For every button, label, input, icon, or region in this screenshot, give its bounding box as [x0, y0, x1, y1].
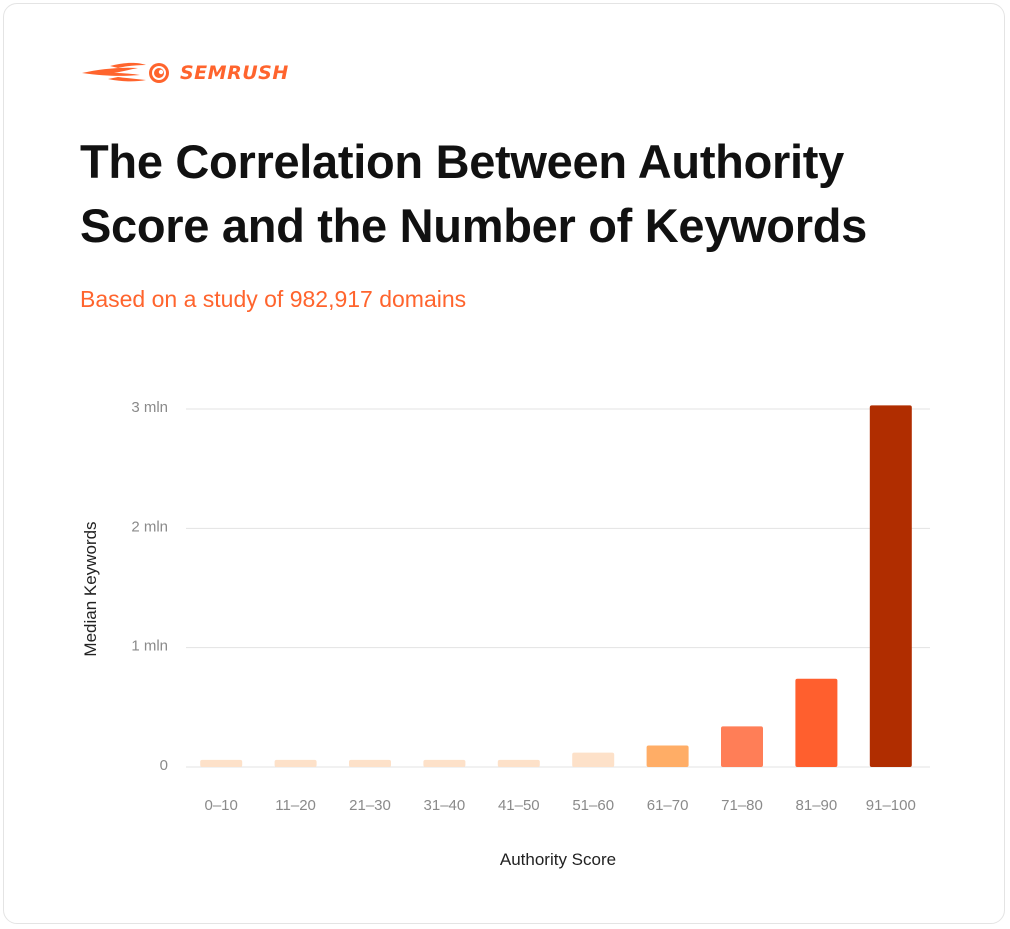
bars [200, 405, 912, 767]
y-tick-label: 0 [160, 757, 168, 774]
chart-title-line-1: The Correlation Between Authority [80, 135, 844, 188]
bar-91–100 [869, 405, 912, 767]
chart-title: The Correlation Between Authority Score … [80, 130, 960, 258]
x-tick-label: 31–40 [424, 797, 466, 814]
bar-21–30 [349, 759, 391, 767]
bar-51–60 [572, 752, 615, 767]
bar-71–80 [721, 726, 763, 767]
y-tick-label: 1 mln [131, 638, 168, 655]
x-tick-label: 61–70 [647, 797, 689, 814]
y-tick-labels: 0 1 mln 2 mln 3 mln [131, 399, 168, 774]
x-tick-label: 81–90 [796, 797, 838, 814]
x-tick-label: 21–30 [349, 797, 391, 814]
bar-0–10 [200, 759, 243, 767]
semrush-flame-icon [82, 62, 169, 83]
x-tick-label: 11–20 [275, 797, 316, 814]
bar-41–50 [497, 759, 540, 767]
x-tick-label: 91–100 [866, 797, 916, 814]
bar-11–20 [274, 759, 317, 767]
y-axis-title: Median Keywords [81, 521, 100, 656]
chart-card [3, 3, 1005, 924]
y-tick-label: 2 mln [131, 518, 168, 535]
x-tick-labels: 0–10 11–20 21–30 31–40 41–50 51–60 61–70 71–80 8… [205, 797, 916, 814]
brand-name: SEMRUSH [180, 62, 289, 84]
chart-subtitle: Based on a study of 982,917 domains [80, 286, 467, 312]
bar-31–40 [423, 759, 466, 767]
bar-61–70 [646, 745, 689, 767]
semrush-logo: SEMRUSH [80, 58, 289, 88]
y-tick-label: 3 mln [131, 399, 168, 416]
chart-title-line-2: Score and the Number of Keywords [80, 199, 867, 252]
x-axis-title: Authority Score [500, 850, 616, 869]
x-tick-label: 41–50 [498, 797, 540, 814]
x-tick-label: 51–60 [572, 797, 614, 814]
x-tick-label: 71–80 [721, 797, 763, 814]
bar-81–90 [795, 678, 838, 767]
x-tick-label: 0–10 [205, 797, 238, 814]
